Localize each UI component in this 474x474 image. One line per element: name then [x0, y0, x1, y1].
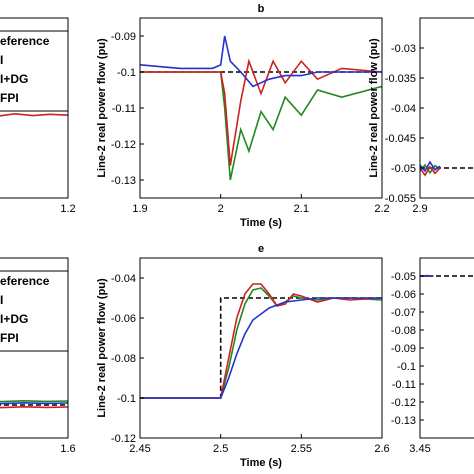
series-line-e-1 — [140, 287, 382, 399]
y-tick-label-b-4: -0.13 — [111, 175, 136, 187]
y-tick-label-f-6: -0.11 — [392, 379, 416, 391]
series-line-d-2 — [0, 405, 68, 409]
series-group-c — [420, 160, 474, 177]
plot-area-b — [140, 18, 382, 198]
x-tick-label-e-3: 2.6 — [374, 443, 389, 455]
series-group-b — [140, 35, 382, 181]
x-tick-label-b-0: 1.9 — [132, 203, 147, 215]
y-tick-label-b-1: -0.1 — [117, 67, 136, 79]
series-line-c-1 — [420, 163, 441, 175]
y-tick-label-e-1: -0.06 — [111, 313, 136, 325]
y-tick-label-f-5: -0.1 — [397, 361, 416, 373]
x-tick-label-a-0: 1.2 — [60, 203, 75, 215]
y-tick-label-e-0: -0.04 — [111, 273, 136, 285]
x-tick-label-b-3: 2.2 — [374, 203, 389, 215]
legend-a-label-2: I+DG — [0, 72, 28, 86]
y-tick-label-c-5: -0.055 — [385, 193, 416, 205]
y-axis-label-e: Line-2 real power flow (pu) — [96, 278, 108, 418]
y-tick-label-e-4: -0.12 — [111, 433, 136, 445]
y-axis-label-b: Line-2 real power flow (pu) — [96, 38, 108, 178]
y-tick-label-f-7: -0.12 — [391, 397, 416, 409]
x-axis-label-b: Time (s) — [240, 217, 282, 229]
y-tick-label-b-2: -0.11 — [112, 103, 136, 115]
x-tick-label-f-0: 3.45 — [409, 443, 430, 455]
legend-d: eference I I+DG FPI — [0, 270, 69, 352]
panel-b: 1.9 2 2.1 2.2 -0.09 -0.1 -0.11 -0.12 -0.13 Time (… — [96, 3, 390, 229]
y-tick-label-c-1: -0.035 — [385, 73, 416, 85]
x-tick-label-c-0: 2.9 — [412, 203, 427, 215]
panel-e: 2.45 2.5 2.55 2.6 -0.04 -0.06 -0.08 -0.1 -0.12 Ti… — [96, 243, 390, 469]
x-tick-label-e-1: 2.5 — [213, 443, 228, 455]
y-tick-label-f-4: -0.09 — [391, 343, 416, 355]
legend-a-box — [0, 30, 69, 112]
x-tick-label-e-0: 2.45 — [129, 443, 150, 455]
x-tick-label-e-2: 2.55 — [291, 443, 312, 455]
legend-d-label-3: FPI — [0, 331, 19, 345]
series-line-c-3 — [420, 160, 441, 173]
y-tick-label-f-8: -0.13 — [391, 415, 416, 427]
y-tick-label-c-0: -0.03 — [391, 43, 416, 55]
y-tick-label-c-4: -0.05 — [391, 163, 416, 175]
series-line-e-3 — [140, 297, 382, 399]
panel-f: 3.45 -0.05 -0.06 -0.07 -0.08 -0.09 -0.1 -0.11 -0… — [391, 257, 474, 455]
y-tick-label-f-2: -0.07 — [391, 307, 416, 319]
panel-label-b: b — [258, 3, 265, 15]
y-tick-label-f-0: -0.05 — [391, 271, 416, 283]
legend-a-label-3: FPI — [0, 91, 19, 105]
legend-a: eference I I+DG FPI — [0, 30, 69, 112]
panel-label-e: e — [258, 243, 264, 255]
x-tick-label-b-1: 2 — [218, 203, 224, 215]
legend-a-label-0: eference — [0, 34, 50, 48]
series-group-d — [0, 399, 68, 409]
y-tick-label-e-3: -0.1 — [117, 393, 136, 405]
legend-d-label-2: I+DG — [0, 312, 28, 326]
y-tick-label-b-0: -0.09 — [111, 31, 136, 43]
series-line-c-2 — [420, 165, 441, 177]
x-axis-label-e: Time (s) — [240, 457, 282, 469]
x-tick-label-b-2: 2.1 — [294, 203, 309, 215]
y-tick-label-c-2: -0.04 — [391, 103, 416, 115]
series-line-d-1 — [0, 401, 68, 405]
y-tick-label-e-2: -0.08 — [111, 353, 136, 365]
y-tick-label-f-3: -0.08 — [391, 325, 416, 337]
legend-d-label-1: I — [0, 293, 3, 307]
series-line-a-2 — [0, 112, 68, 117]
x-tick-label-d-0: 1.6 — [60, 443, 75, 455]
series-line-d-3 — [0, 399, 68, 403]
series-line-e-2 — [140, 283, 382, 399]
series-group-e — [140, 283, 382, 399]
y-tick-label-f-1: -0.06 — [391, 289, 416, 301]
y-axis-label-c: Line-2 real power flow (pu) — [368, 38, 380, 178]
y-tick-label-c-3: -0.045 — [385, 133, 416, 145]
legend-a-label-1: I — [0, 53, 3, 67]
series-line-b-3 — [140, 35, 382, 88]
series-line-b-2 — [140, 58, 382, 166]
y-tick-label-b-3: -0.12 — [111, 139, 136, 151]
legend-d-box — [0, 270, 69, 352]
legend-d-label-0: eference — [0, 274, 50, 288]
plot-area-f — [420, 258, 474, 438]
panel-c: 2.9 -0.03 -0.035 -0.04 -0.045 -0.05 -0.055 Line… — [368, 17, 474, 215]
plot-frame-e — [139, 257, 383, 439]
